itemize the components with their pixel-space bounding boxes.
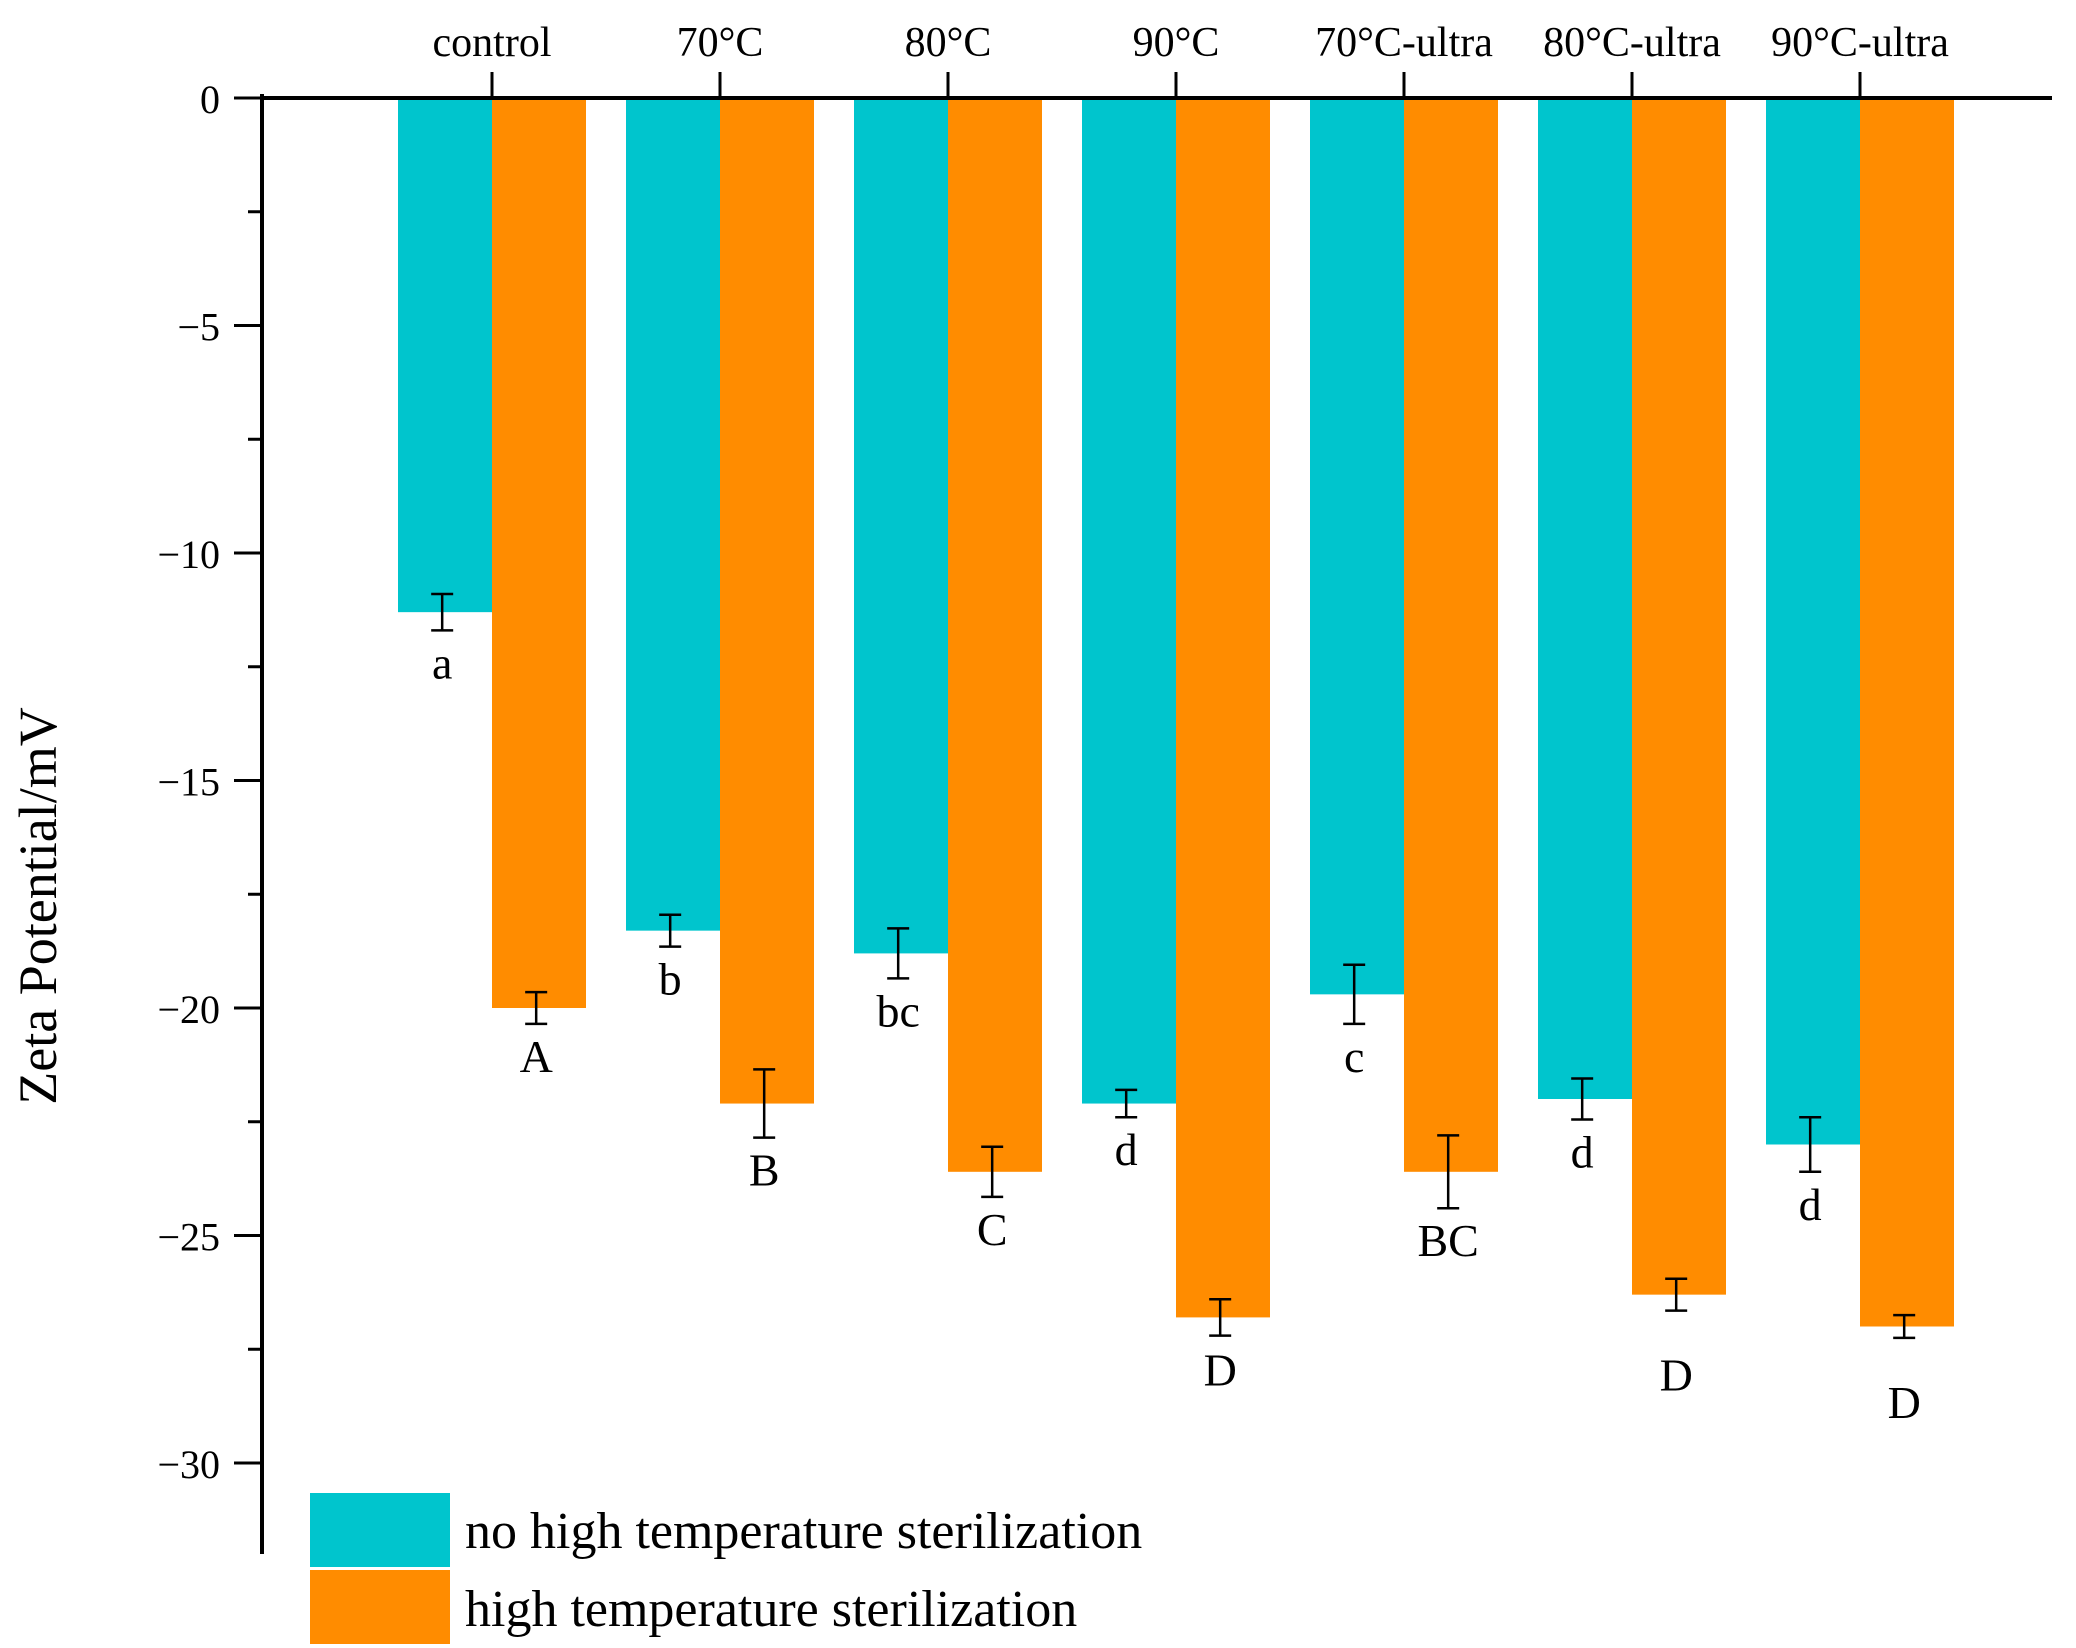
bar-s0-3: [1082, 98, 1176, 1104]
significance-label-s0-3: d: [1115, 1124, 1138, 1175]
significance-label-s1-6: D: [1888, 1377, 1921, 1428]
bar-s0-1: [626, 98, 720, 931]
y-tick-label: −15: [157, 760, 220, 805]
x-tick-label: 90°C: [1133, 20, 1220, 66]
x-tick-label: 70°C-ultra: [1315, 20, 1493, 66]
bar-s0-4: [1310, 98, 1404, 995]
y-tick-label: −20: [157, 987, 220, 1032]
bar-s1-5: [1632, 98, 1726, 1295]
x-tick-label: 90°C-ultra: [1771, 20, 1949, 66]
x-tick-label: control: [433, 20, 552, 66]
bar-s1-1: [720, 98, 814, 1104]
significance-label-s1-3: D: [1204, 1345, 1237, 1396]
bar-s1-6: [1860, 98, 1954, 1327]
significance-label-s0-2: bc: [876, 985, 919, 1036]
significance-label-s1-0: A: [520, 1031, 553, 1082]
y-tick-label: −10: [157, 532, 220, 577]
bar-s1-3: [1176, 98, 1270, 1318]
axes-layer: [234, 72, 2052, 1554]
legend-swatch-no-sterilization: [310, 1493, 450, 1567]
significance-label-s1-2: C: [977, 1204, 1008, 1255]
y-axis-title: Zeta Potential/mV: [8, 707, 68, 1104]
significance-label-s0-1: b: [659, 954, 682, 1005]
bar-s0-0: [398, 98, 492, 613]
error-bars-layer: [431, 592, 1916, 1340]
bar-s1-2: [948, 98, 1042, 1172]
legend-label-sterilization: high temperature sterilization: [465, 1581, 1077, 1638]
x-tick-label: 70°C: [677, 20, 764, 66]
bar-s0-5: [1538, 98, 1632, 1099]
text-layer: abbcdcddABCDBCDD0−5−10−15−20−25−30contro…: [8, 20, 1949, 1487]
legend-label-no-sterilization: no high temperature sterilization: [465, 1503, 1142, 1560]
x-tick-label: 80°C-ultra: [1543, 20, 1721, 66]
legend: no high temperature sterilization high t…: [310, 1493, 1142, 1644]
significance-label-s0-4: c: [1344, 1031, 1364, 1082]
significance-label-s1-4: BC: [1417, 1215, 1478, 1266]
y-tick-label: 0: [200, 77, 220, 122]
bars-layer: [398, 98, 1954, 1327]
legend-swatch-sterilization: [310, 1570, 450, 1644]
y-tick-label: −30: [157, 1442, 220, 1487]
significance-label-s0-5: d: [1571, 1126, 1594, 1177]
y-tick-label: −25: [157, 1215, 220, 1260]
significance-label-s1-1: B: [749, 1145, 780, 1196]
bar-s0-2: [854, 98, 948, 954]
bar-s1-0: [492, 98, 586, 1008]
x-tick-label: 80°C: [905, 20, 992, 66]
y-tick-label: −5: [177, 305, 220, 350]
significance-label-s0-6: d: [1799, 1179, 1822, 1230]
significance-label-s0-0: a: [432, 637, 452, 688]
bar-s1-4: [1404, 98, 1498, 1172]
significance-label-s1-5: D: [1660, 1350, 1693, 1401]
bar-s0-6: [1766, 98, 1860, 1145]
